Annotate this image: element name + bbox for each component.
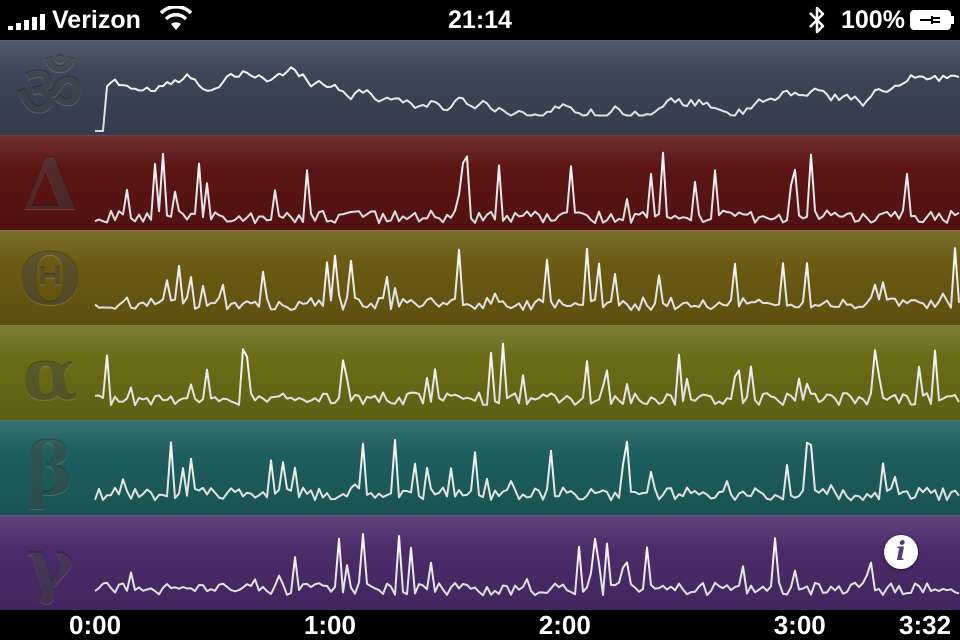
clock-time: 21:14 bbox=[448, 6, 512, 34]
time-tick-label: 3:32 bbox=[899, 610, 952, 640]
waveform-line bbox=[95, 66, 960, 132]
band-symbol-delta: Δ bbox=[22, 141, 78, 226]
waveform-line bbox=[94, 439, 960, 502]
band-gamma: γ bbox=[0, 515, 960, 610]
band-alpha: α bbox=[0, 325, 960, 420]
waveform-theta bbox=[94, 247, 960, 312]
band-symbol-beta: β bbox=[26, 426, 74, 511]
band-om: ॐ bbox=[0, 40, 960, 135]
battery-charging-icon bbox=[910, 10, 954, 30]
signal-bars-icon bbox=[8, 14, 45, 30]
band-symbol-gamma: γ bbox=[26, 521, 74, 606]
waveform-delta bbox=[94, 151, 960, 225]
band-symbol-om: ॐ bbox=[17, 47, 83, 133]
band-symbol-theta: Θ bbox=[18, 236, 82, 321]
carrier-label: Verizon bbox=[52, 6, 141, 34]
time-tick-label: 1:00 bbox=[303, 610, 356, 640]
band-theta: Θ bbox=[0, 230, 960, 325]
bluetooth-icon bbox=[809, 6, 825, 34]
status-bar: Verizon 21:14 100% bbox=[0, 0, 960, 40]
waveform-line bbox=[94, 151, 960, 225]
waveform-line bbox=[94, 342, 960, 407]
waveform-line bbox=[94, 533, 960, 597]
battery-percent: 100% bbox=[841, 6, 905, 34]
time-tick-label: 0:00 bbox=[69, 610, 122, 640]
waveform-alpha bbox=[94, 342, 960, 407]
waveform-gamma bbox=[94, 533, 960, 597]
waveform-line bbox=[94, 247, 960, 312]
band-delta: Δ bbox=[0, 135, 960, 230]
time-tick-label: 2:00 bbox=[538, 610, 591, 640]
wifi-icon bbox=[160, 6, 192, 30]
time-tick-label: 3:00 bbox=[773, 610, 826, 640]
info-button[interactable]: i bbox=[884, 535, 918, 569]
band-symbol-alpha: α bbox=[22, 331, 78, 416]
time-axis: 0:00 1:00 2:00 3:00 3:32 bbox=[0, 610, 960, 640]
band-beta: β bbox=[0, 420, 960, 515]
waveform-om bbox=[95, 66, 960, 132]
waveform-beta bbox=[94, 439, 960, 502]
